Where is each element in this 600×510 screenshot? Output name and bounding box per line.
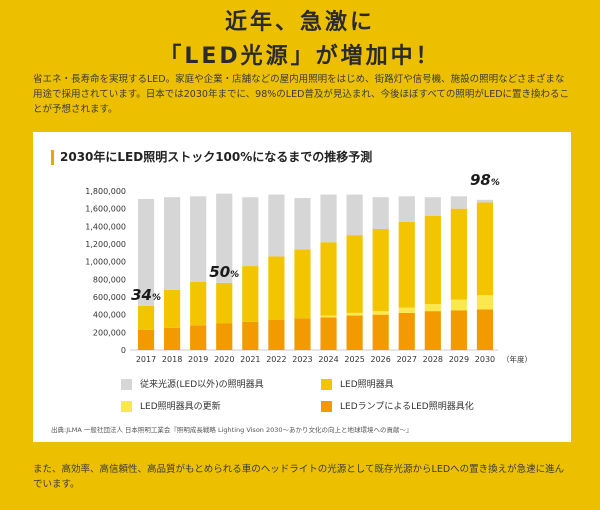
x-tick-label: 2019 xyxy=(188,355,208,364)
legend-swatch xyxy=(121,379,132,390)
bar-segment xyxy=(294,249,311,319)
percent-annotation: 50% xyxy=(209,263,239,281)
bar-segment xyxy=(216,193,233,283)
bar-segment xyxy=(398,307,415,313)
bar-segment xyxy=(190,196,207,282)
legend-item-led-fixture: LED照明器具 xyxy=(321,377,394,390)
y-tick-label: 1,600,000 xyxy=(85,205,126,214)
bar-segment xyxy=(137,305,155,330)
x-tick-label: 2028 xyxy=(423,355,443,364)
bar-segment xyxy=(268,194,285,257)
stacked-bar-chart: 0 200,000 400,000 600,000 800,000 1,000,000 1,… xyxy=(85,171,532,364)
legend-label: 従来光源(LED以外)の照明器具 xyxy=(140,380,264,390)
bar-segment xyxy=(346,312,363,316)
x-tick-label: 2017 xyxy=(136,355,156,364)
chart-card: 2030年にLED照明ストック100%になるまでの推移予測 0 200,000 40… xyxy=(33,132,571,442)
legend-item-lamp: LEDランプによるLED照明器具化 xyxy=(321,399,474,412)
legend-label: LED照明器具 xyxy=(340,380,394,390)
bar-segment xyxy=(268,256,285,320)
bar-segment xyxy=(398,196,415,222)
bar-segment xyxy=(190,281,207,326)
y-tick-label: 1,400,000 xyxy=(85,222,126,231)
bar-segment xyxy=(268,319,285,350)
y-tick-label: 600,000 xyxy=(93,293,126,302)
y-tick-label: 400,000 xyxy=(93,311,126,320)
bar-segment xyxy=(164,197,181,290)
bar-segment xyxy=(242,321,259,350)
x-tick-label: 2022 xyxy=(266,355,286,364)
page-title-line1: 近年、急激に xyxy=(224,10,375,35)
bar-segment xyxy=(216,323,233,350)
y-tick-label: 1,200,000 xyxy=(85,240,126,249)
bar-segment xyxy=(398,221,415,308)
bar-segment xyxy=(320,317,337,350)
bar-segment xyxy=(424,311,441,350)
legend-item-renewal: LED照明器具の更新 xyxy=(121,399,221,412)
bar-segment xyxy=(450,299,467,311)
bar-segment xyxy=(164,289,181,328)
bar-segment xyxy=(137,198,155,306)
bar-segment xyxy=(372,197,389,229)
legend-item-other: 従来光源(LED以外)の照明器具 xyxy=(121,377,264,390)
bar-segment xyxy=(346,315,363,350)
bar-segment xyxy=(294,318,311,350)
legend-swatch xyxy=(321,379,332,390)
bar-segment xyxy=(372,311,389,315)
x-tick-label: 2023 xyxy=(292,355,312,364)
bar-segment xyxy=(242,197,259,267)
bar-segment xyxy=(450,196,467,209)
bar-segment xyxy=(320,194,337,243)
legend-label: LEDランプによるLED照明器具化 xyxy=(340,402,474,412)
legend-swatch xyxy=(321,401,332,412)
bar-segment xyxy=(372,314,389,350)
bar-segment xyxy=(450,310,467,350)
bar-segment xyxy=(242,266,259,322)
bar-segment xyxy=(476,199,494,203)
legend-swatch xyxy=(121,401,132,412)
y-tick-label: 1,800,000 xyxy=(85,187,126,196)
chart-source: 出典:JLMA 一般社団法人 日本照明工業会『照明成長戦略 Lighting V… xyxy=(51,426,413,434)
bar-segment xyxy=(346,194,363,236)
chart-title: 2030年にLED照明ストック100%になるまでの推移予測 xyxy=(51,150,372,165)
bar-segment xyxy=(476,309,494,350)
x-axis-unit: （年度） xyxy=(502,354,532,364)
y-tick-label: 800,000 xyxy=(93,275,126,284)
bar-segment xyxy=(372,228,389,312)
y-tick-label: 0 xyxy=(121,346,126,355)
bar-segment xyxy=(216,282,233,324)
x-tick-label: 2024 xyxy=(318,355,338,364)
legend-label: LED照明器具の更新 xyxy=(140,402,221,412)
y-tick-label: 1,000,000 xyxy=(85,258,126,267)
x-tick-label: 2020 xyxy=(214,355,234,364)
page-title-line2: 「LED光源」が増加中！ xyxy=(159,44,441,69)
percent-annotation: 98% xyxy=(470,171,500,189)
bar-segment xyxy=(398,312,415,350)
bar-segment xyxy=(137,329,155,350)
x-tick-label: 2029 xyxy=(449,355,469,364)
x-tick-label: 2025 xyxy=(344,355,364,364)
x-tick-label: 2026 xyxy=(370,355,390,364)
footer-paragraph: また、高効率、高信頼性、高品質がもとめられる車のヘッドライトの光源として既存光源… xyxy=(33,464,565,490)
bar-segment xyxy=(190,325,207,350)
x-tick-label: 2018 xyxy=(162,355,182,364)
bar-segment xyxy=(164,327,181,350)
bar-segment xyxy=(320,315,337,318)
bar-segment xyxy=(450,208,467,300)
bar-segment xyxy=(424,215,441,305)
bar-segment xyxy=(346,235,363,313)
x-tick-label: 2027 xyxy=(397,355,417,364)
y-tick-label: 200,000 xyxy=(93,328,126,337)
bar-segment xyxy=(294,198,311,250)
bar-segment xyxy=(476,202,494,296)
bar-segment xyxy=(320,242,337,316)
bar-segment xyxy=(476,295,494,310)
bar-segment xyxy=(424,197,441,216)
x-tick-label: 2021 xyxy=(240,355,260,364)
percent-annotation: 34% xyxy=(131,286,161,304)
intro-paragraph: 省エネ・長寿命を実現するLED。家庭や企業・店舗などの屋内用照明をはじめ、街路灯… xyxy=(33,74,570,115)
x-tick-label: 2030 xyxy=(475,355,495,364)
bar-segment xyxy=(424,304,441,312)
